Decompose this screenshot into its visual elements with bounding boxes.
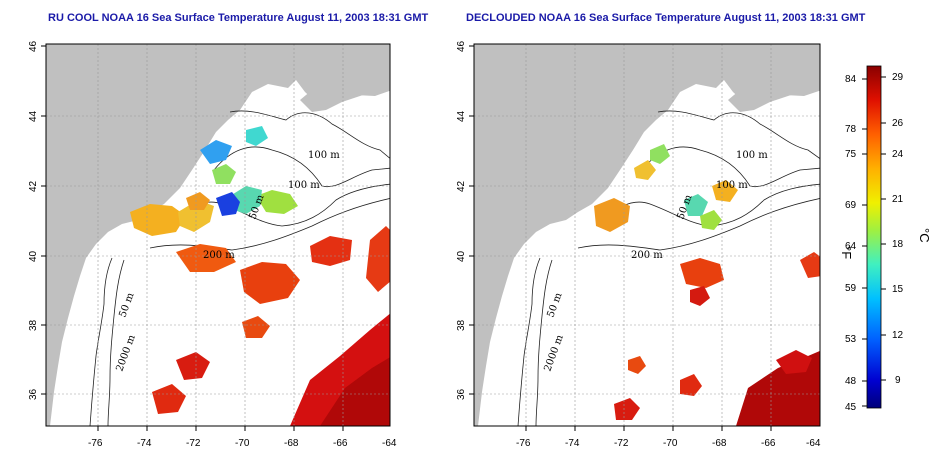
left-lat-tick-label: 42: [28, 180, 39, 192]
left-lat-tick-label: 44: [28, 110, 39, 122]
right-lon-tick-label: -66: [761, 438, 776, 449]
right-map-frame: [473, 43, 821, 427]
colorbar-gradient: [866, 65, 882, 409]
left-lat-tick-label: 36: [28, 388, 39, 400]
colorbar-fahrenheit-tick: 48: [845, 376, 857, 387]
colorbar-celsius-tick: 9: [895, 375, 901, 386]
colorbar-celsius-tick: 26: [892, 118, 904, 129]
left-lon-tick-label: -72: [186, 438, 201, 449]
right-lat-tick-label: 40: [456, 250, 467, 262]
colorbar-celsius-unit: °C: [917, 228, 932, 243]
colorbar: 84 78 75 69 64 59 53 48 45 29 26 24 21 1…: [839, 65, 932, 413]
right-grid: [474, 44, 820, 426]
left-ticks: [41, 45, 344, 431]
left-land-novascotia: [300, 60, 390, 112]
left-lon-tick-label: -76: [88, 438, 103, 449]
colorbar-fahrenheit-unit: °F: [839, 246, 854, 259]
right-land-novascotia: [728, 60, 820, 112]
right-sst-patches: [594, 144, 820, 426]
left-lon-tick-label: -68: [284, 438, 299, 449]
left-lon-tick-label: -74: [137, 438, 152, 449]
right-lon-tick-label: -64: [806, 438, 821, 449]
right-contour-label: 200 m: [631, 250, 663, 261]
left-map: 100 m 100 m 50 m 200 m 50 m 2000 m -76 -…: [28, 40, 397, 449]
right-land-mainland: [474, 44, 820, 426]
right-lon-tick-label: -70: [663, 438, 678, 449]
right-lon-tick-label: -76: [516, 438, 531, 449]
colorbar-fahrenheit-tick: 45: [845, 402, 857, 413]
colorbar-fahrenheit-tick: 69: [845, 200, 857, 211]
right-lon-tick-label: -68: [712, 438, 727, 449]
right-lat-tick-label: 46: [456, 40, 467, 52]
left-lat-tick-label: 40: [28, 250, 39, 262]
colorbar-celsius-tick: 15: [892, 284, 904, 295]
colorbar-celsius-tick: 18: [892, 239, 904, 250]
left-lon-tick-label: -64: [382, 438, 397, 449]
right-ticks: [469, 45, 772, 431]
left-contour-label: 200 m: [203, 250, 235, 261]
left-sst-patches: [130, 126, 390, 426]
right-contour-label: 100 m: [736, 150, 768, 161]
left-map-frame: [45, 43, 391, 427]
colorbar-ticks: [862, 76, 886, 407]
colorbar-celsius-tick: 21: [892, 194, 904, 205]
left-lon-tick-label: -70: [235, 438, 250, 449]
left-contour-label: 100 m: [288, 180, 320, 191]
right-lat-tick-label: 38: [456, 319, 467, 331]
colorbar-celsius-tick: 24: [892, 149, 904, 160]
colorbar-fahrenheit-tick: 64: [845, 241, 857, 252]
left-lat-tick-label: 38: [28, 319, 39, 331]
right-map: 100 m 100 m 50 m 200 m 50 m 2000 m -76 -…: [456, 40, 821, 449]
right-lon-tick-label: -74: [565, 438, 580, 449]
right-lat-tick-label: 36: [456, 388, 467, 400]
colorbar-fahrenheit-tick: 78: [845, 124, 857, 135]
colorbar-celsius-tick: 29: [892, 72, 904, 83]
left-grid: [46, 44, 390, 426]
right-lat-tick-label: 42: [456, 180, 467, 192]
right-contour-label: 100 m: [716, 180, 748, 191]
right-lon-tick-label: -72: [614, 438, 629, 449]
colorbar-celsius-tick: 12: [892, 330, 904, 341]
colorbar-fahrenheit-tick: 59: [845, 283, 857, 294]
left-panel-title: RU COOL NOAA 16 Sea Surface Temperature …: [48, 12, 429, 24]
right-lat-tick-label: 44: [456, 110, 467, 122]
left-bathymetry-contours: [89, 110, 390, 426]
left-lat-tick-label: 46: [28, 40, 39, 52]
colorbar-fahrenheit-tick: 53: [845, 334, 857, 345]
left-lon-tick-label: -66: [333, 438, 348, 449]
right-panel-title: DECLOUDED NOAA 16 Sea Surface Temperatur…: [466, 12, 866, 24]
left-land-mainland: [46, 44, 390, 426]
colorbar-fahrenheit-tick: 84: [845, 74, 857, 85]
left-contour-label: 100 m: [308, 150, 340, 161]
colorbar-fahrenheit-tick: 75: [845, 149, 857, 160]
